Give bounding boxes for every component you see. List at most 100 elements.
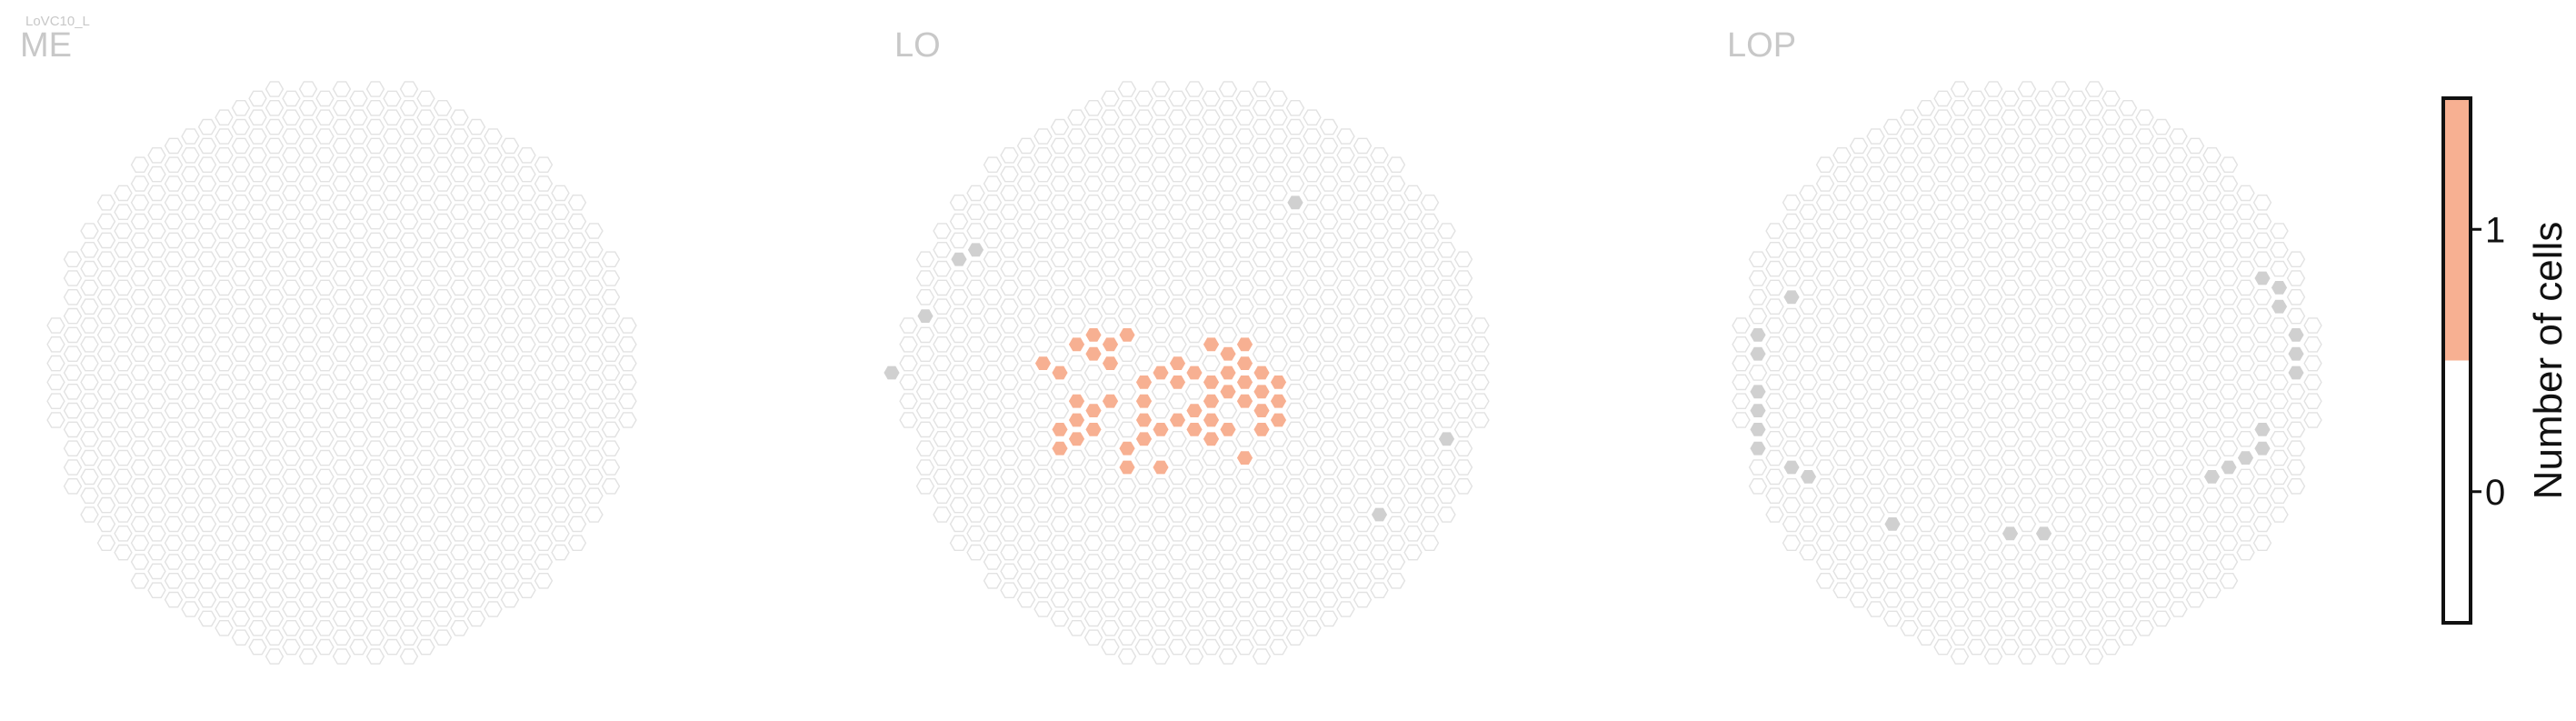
hex-cell (1849, 232, 1869, 249)
hex-cell (484, 298, 503, 315)
hex-cell-edge (882, 365, 902, 381)
hex-cell (1866, 431, 1885, 447)
hex-cell (1950, 554, 1970, 570)
hex-cell-highlighted (1050, 365, 1070, 381)
hex-cell (949, 345, 969, 362)
hex-cell (2084, 591, 2104, 608)
hex-cell-highlighted (1067, 412, 1086, 428)
hex-cell (1184, 232, 1204, 249)
hex-cell (1950, 421, 1970, 438)
hex-cell (500, 402, 520, 419)
hex-cell (416, 601, 435, 617)
hex-cell (416, 223, 435, 239)
hex-cell (1033, 223, 1053, 239)
hex-cell (915, 270, 935, 286)
hex-cell (567, 326, 587, 344)
hex-cell (2017, 554, 2037, 570)
hex-cell (1849, 251, 1869, 267)
hex-cell (416, 355, 435, 372)
hex-cell (2051, 251, 2071, 267)
hex-cell-edge (1882, 516, 1902, 533)
hex-cell (1000, 487, 1019, 504)
hex-cell (1285, 516, 1305, 533)
hex-cell (2303, 317, 2322, 334)
hex-cell (2051, 384, 2071, 400)
hex-cell (2034, 146, 2053, 164)
hex-cell (1083, 496, 1103, 514)
hex-cell-edge (1748, 384, 1768, 400)
hex-cell (1983, 591, 2003, 608)
hex-cell (197, 459, 217, 476)
hex-cell (1067, 468, 1086, 486)
hex-cell (2017, 629, 2037, 646)
hex-cell (1184, 270, 1204, 286)
hex-cell (315, 242, 334, 258)
hex-cell (383, 638, 402, 656)
hex-cell (265, 270, 285, 286)
hex-cell (248, 223, 267, 239)
hex-cell (265, 137, 285, 155)
hex-cell (399, 307, 419, 325)
hex-cell (1269, 620, 1288, 636)
hex-cell (2185, 307, 2205, 325)
hex-cell (1285, 270, 1305, 286)
hex-cell (1285, 289, 1305, 305)
hex-cell (315, 185, 334, 202)
hex-cell (2152, 251, 2172, 267)
hex-cell (1252, 345, 1272, 362)
hex-cell (1437, 468, 1456, 486)
hex-cell (1832, 412, 1852, 428)
hex-cell (983, 365, 1003, 381)
colorbar-tick-label-1: 1 (2485, 210, 2505, 250)
hex-cell (1765, 449, 1784, 466)
hex-cell (933, 506, 952, 523)
hex-cell (164, 478, 184, 495)
hex-cell (1252, 440, 1272, 456)
hex-cell (1453, 459, 1473, 476)
hex-cell (1950, 365, 1970, 381)
hex-cell (1168, 526, 1187, 542)
hex-cell (1933, 146, 1952, 164)
hex-cell-highlighted (1134, 393, 1153, 409)
hex-cell (1950, 573, 1970, 589)
hex-cell-edge (1285, 194, 1305, 211)
hex-cell (282, 185, 301, 202)
hex-cell (130, 307, 150, 325)
hex-cell (1151, 402, 1171, 419)
hex-cell (1453, 326, 1473, 344)
hex-cell (983, 516, 1003, 533)
hex-cell (1050, 516, 1070, 533)
hex-cell (2169, 298, 2188, 315)
hex-cell (215, 487, 234, 504)
hex-cell-edge (2252, 440, 2272, 456)
hex-cell (1882, 610, 1902, 627)
hex-cell (231, 365, 251, 381)
hex-cell (1151, 99, 1171, 116)
hex-cell (1050, 194, 1070, 211)
hex-cell (1950, 648, 1970, 665)
hex-cell (282, 242, 301, 258)
hex-cell (2001, 279, 2020, 296)
hex-cell (1336, 279, 1355, 296)
hex-cell (265, 232, 285, 249)
hex-cell (231, 137, 251, 155)
hex-cell (1983, 402, 2003, 419)
hex-cell (1101, 487, 1120, 504)
hex-cell (433, 232, 453, 249)
hex-cell (349, 582, 368, 598)
hex-cell (567, 270, 587, 286)
hex-cell (1933, 620, 1952, 636)
hex-cell (416, 242, 435, 258)
hex-cell (114, 506, 133, 523)
hex-cell (2135, 336, 2154, 353)
hex-cell (2084, 440, 2104, 456)
hex-cell (983, 535, 1003, 551)
hex-cell (130, 535, 150, 551)
hex-cell (1184, 194, 1204, 211)
hex-cell (1117, 591, 1137, 608)
hex-cell-highlighted (1235, 449, 1254, 466)
hex-cell (1782, 496, 1802, 514)
hex-cell (1319, 573, 1339, 589)
hex-cell (2152, 307, 2172, 325)
hex-cell (1303, 601, 1322, 617)
